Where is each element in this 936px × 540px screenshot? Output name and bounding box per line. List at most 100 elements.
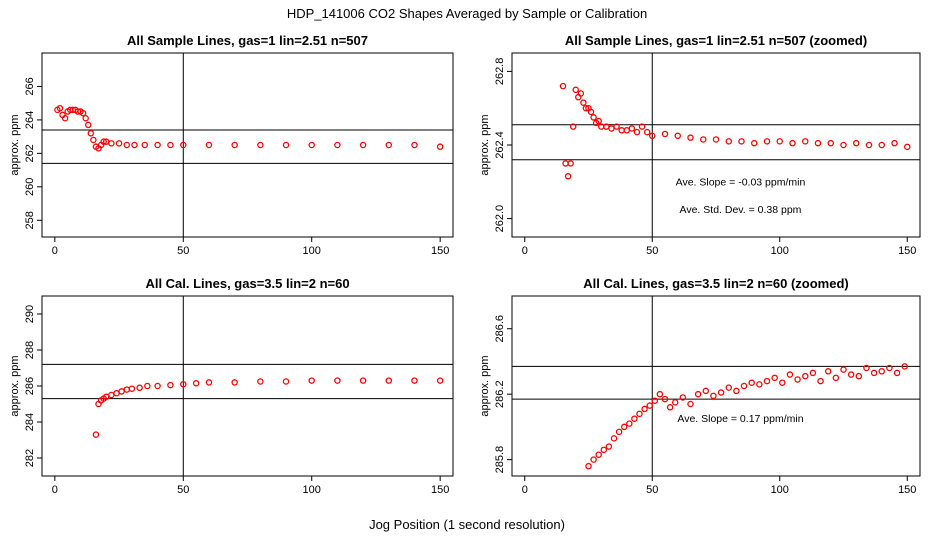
y-tick-label: 260 (24, 178, 36, 196)
y-axis-label: approx. ppm (9, 114, 21, 175)
data-points (54, 104, 444, 152)
x-tick-label: 0 (52, 484, 58, 496)
y-tick-label: 258 (24, 211, 36, 229)
data-point (771, 374, 778, 382)
data-point (891, 139, 898, 147)
data-point (411, 377, 418, 384)
data-point (257, 378, 264, 385)
data-point (638, 123, 646, 130)
x-tick-label: 0 (52, 245, 58, 257)
panel-title: All Sample Lines, gas=1 lin=2.51 n=507 (127, 33, 368, 48)
data-point (61, 114, 69, 122)
figure-x-axis-label: Jog Position (1 second resolution) (369, 517, 565, 532)
y-tick-label: 286.2 (494, 380, 506, 408)
data-point (802, 372, 809, 380)
data-point (674, 132, 682, 140)
y-tick-label: 288 (24, 341, 36, 359)
y-tick-label: 264 (24, 111, 36, 129)
data-point (108, 140, 115, 147)
data-point (79, 109, 87, 117)
data-point (814, 139, 822, 147)
data-point (840, 366, 847, 373)
data-point (702, 387, 710, 395)
data-point (827, 139, 835, 147)
panel-1: All Sample Lines, gas=1 lin=2.51 n=507 0 5… (9, 33, 454, 257)
data-point (700, 136, 707, 143)
data-point (661, 395, 669, 403)
data-point (748, 379, 755, 386)
data-point (904, 143, 911, 151)
data-point (651, 397, 659, 404)
data-point (113, 389, 120, 397)
y-tick-label: 286 (24, 377, 36, 395)
data-point (108, 391, 115, 399)
data-point (613, 123, 620, 130)
data-point (231, 379, 238, 386)
y-tick-label: 286.6 (494, 315, 506, 343)
y-tick-label: 262.4 (494, 131, 506, 159)
data-point (712, 136, 720, 143)
panel-3: All Cal. Lines, gas=3.5 lin=2 n=60 0 50 100… (9, 276, 454, 496)
data-point (436, 377, 444, 384)
panel-4: All Cal. Lines, gas=3.5 lin=2 n=60 (zoom… (479, 276, 921, 496)
annotation-text: Ave. Slope = -0.03 ppm/min (676, 176, 806, 188)
data-point (585, 462, 592, 470)
data-point (167, 141, 174, 149)
data-point (789, 139, 796, 147)
data-point (154, 141, 161, 149)
data-point (231, 141, 238, 149)
data-point (687, 134, 694, 141)
data-point (725, 384, 733, 391)
data-point (628, 125, 636, 132)
data-point (623, 127, 631, 134)
data-points (92, 377, 444, 438)
data-point (608, 125, 615, 132)
data-point (385, 377, 393, 384)
data-point (308, 141, 315, 149)
data-point (878, 368, 886, 375)
data-point (359, 377, 367, 384)
panel-title: All Cal. Lines, gas=3.5 lin=2 n=60 (zoom… (583, 276, 849, 291)
panel-title: All Cal. Lines, gas=3.5 lin=2 n=60 (145, 276, 349, 291)
data-point (633, 128, 641, 136)
data-point (832, 374, 840, 382)
data-point (641, 405, 648, 413)
panel-2: All Sample Lines, gas=1 lin=2.51 n=507 (… (479, 33, 921, 257)
data-point (733, 387, 740, 395)
x-tick-label: 100 (303, 245, 321, 257)
data-point (572, 86, 580, 94)
data-point (136, 384, 143, 392)
data-point (794, 376, 801, 383)
data-point (118, 388, 125, 395)
data-point (878, 141, 886, 149)
data-point (763, 138, 771, 145)
data-point (595, 117, 602, 125)
data-point (763, 377, 771, 385)
data-point (649, 132, 656, 140)
data-point (154, 382, 161, 390)
data-point (192, 380, 200, 387)
data-point (886, 364, 893, 372)
y-tick-label: 266 (24, 77, 36, 95)
x-tick-label: 50 (646, 484, 658, 496)
chart-panels: All Sample Lines, gas=1 lin=2.51 n=507 0 5… (9, 33, 921, 496)
plot-frame (41, 295, 454, 477)
data-point (626, 420, 633, 427)
data-point (580, 99, 587, 106)
data-point (334, 377, 341, 384)
data-point (257, 141, 264, 149)
data-point (100, 138, 107, 145)
data-point (180, 141, 187, 149)
y-tick-label: 262.0 (494, 205, 506, 233)
annotation-text: Ave. Slope = 0.17 ppm/min (677, 413, 803, 425)
data-point (205, 141, 213, 149)
data-point (180, 380, 187, 388)
y-tick-label: 282 (24, 449, 36, 467)
x-tick-label: 100 (771, 484, 789, 496)
data-point (600, 446, 608, 454)
data-point (385, 141, 393, 149)
data-point (84, 121, 92, 129)
data-point (853, 139, 860, 147)
data-point (605, 443, 613, 450)
